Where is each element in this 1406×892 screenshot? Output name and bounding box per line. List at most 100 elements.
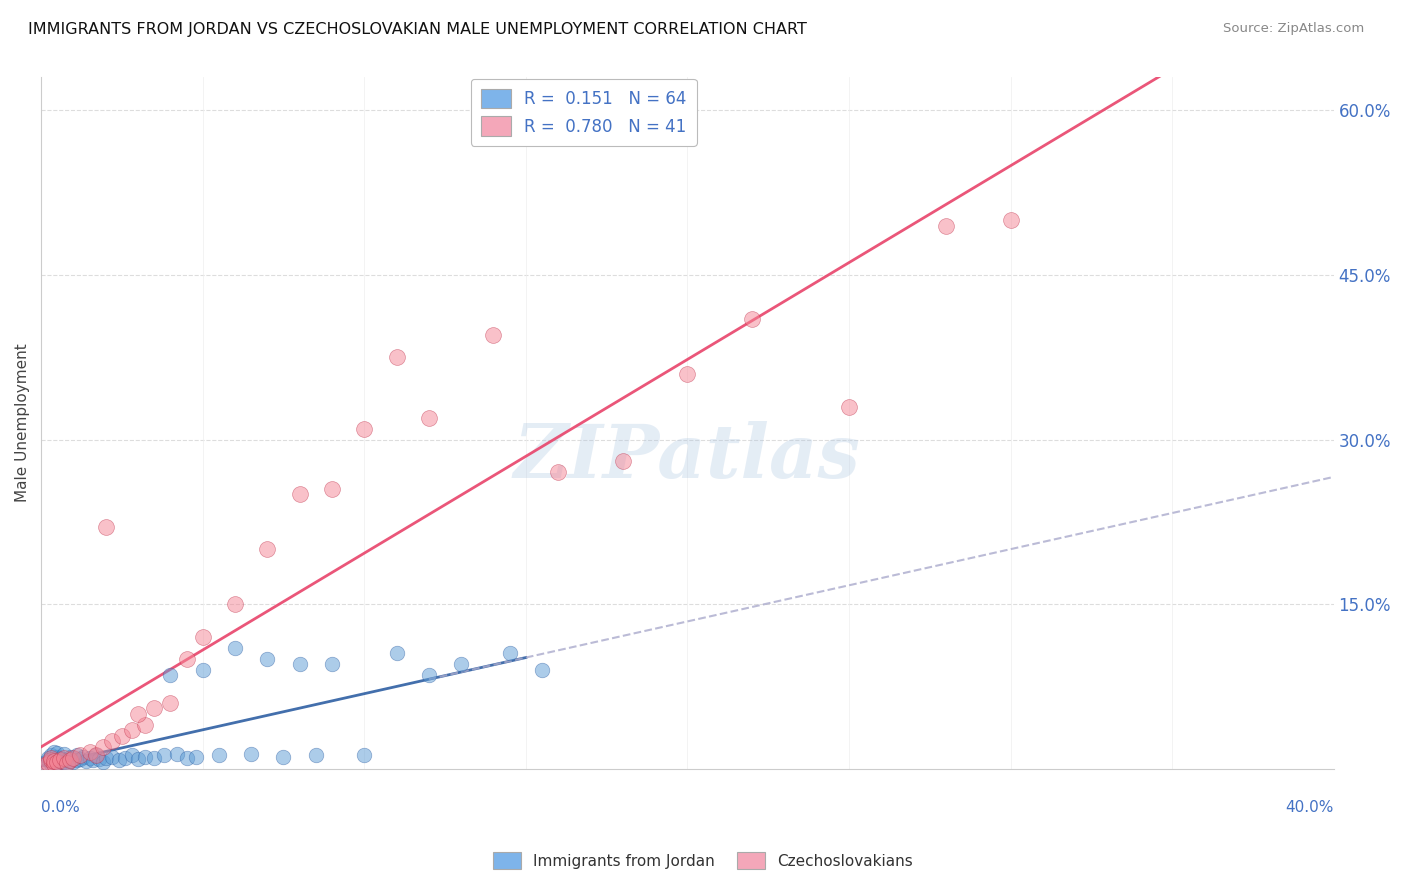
Point bbox=[418, 410, 440, 425]
Point bbox=[52, 750, 75, 764]
Point bbox=[127, 706, 149, 721]
Point bbox=[153, 748, 176, 763]
Point bbox=[191, 663, 214, 677]
Point bbox=[321, 482, 343, 496]
Point bbox=[418, 668, 440, 682]
Point bbox=[42, 757, 65, 772]
Point bbox=[72, 749, 94, 764]
Point bbox=[482, 328, 505, 343]
Text: IMMIGRANTS FROM JORDAN VS CZECHOSLOVAKIAN MALE UNEMPLOYMENT CORRELATION CHART: IMMIGRANTS FROM JORDAN VS CZECHOSLOVAKIA… bbox=[28, 22, 807, 37]
Point bbox=[353, 748, 375, 763]
Point bbox=[134, 749, 156, 764]
Point bbox=[46, 753, 69, 767]
Point bbox=[134, 718, 156, 732]
Point bbox=[94, 750, 117, 764]
Point bbox=[52, 755, 75, 769]
Point bbox=[676, 367, 699, 381]
Point bbox=[127, 752, 149, 766]
Point bbox=[121, 748, 143, 763]
Point bbox=[224, 597, 246, 611]
Point bbox=[305, 748, 328, 763]
Point bbox=[101, 734, 124, 748]
Point bbox=[121, 723, 143, 738]
Point bbox=[49, 754, 72, 768]
Point bbox=[143, 750, 166, 764]
Point bbox=[37, 753, 59, 767]
Point bbox=[385, 350, 408, 364]
Point bbox=[288, 487, 311, 501]
Point bbox=[37, 756, 59, 771]
Point bbox=[52, 747, 75, 762]
Point bbox=[208, 748, 231, 763]
Point bbox=[75, 754, 97, 768]
Point bbox=[66, 753, 89, 767]
Text: ZIPatlas: ZIPatlas bbox=[515, 421, 860, 494]
Point bbox=[224, 640, 246, 655]
Point bbox=[838, 400, 860, 414]
Point bbox=[101, 749, 124, 764]
Point bbox=[39, 748, 62, 763]
Point bbox=[39, 750, 62, 764]
Point bbox=[59, 753, 82, 767]
Point bbox=[159, 696, 181, 710]
Point bbox=[39, 754, 62, 768]
Point bbox=[34, 758, 56, 772]
Point bbox=[91, 755, 114, 769]
Point bbox=[39, 757, 62, 772]
Point bbox=[176, 750, 198, 764]
Point bbox=[321, 657, 343, 672]
Point bbox=[49, 757, 72, 772]
Point bbox=[114, 750, 136, 764]
Point bbox=[56, 756, 79, 771]
Point bbox=[69, 752, 91, 766]
Point bbox=[46, 749, 69, 764]
Point bbox=[547, 466, 569, 480]
Point bbox=[530, 663, 553, 677]
Point bbox=[79, 750, 101, 764]
Legend: Immigrants from Jordan, Czechoslovakians: Immigrants from Jordan, Czechoslovakians bbox=[486, 846, 920, 875]
Point bbox=[79, 745, 101, 759]
Point bbox=[111, 729, 134, 743]
Point bbox=[191, 630, 214, 644]
Point bbox=[89, 752, 111, 766]
Point bbox=[62, 755, 84, 769]
Point bbox=[42, 754, 65, 768]
Point bbox=[42, 758, 65, 772]
Point bbox=[385, 647, 408, 661]
Point bbox=[59, 749, 82, 764]
Text: 40.0%: 40.0% bbox=[1285, 800, 1334, 814]
Point bbox=[935, 219, 957, 233]
Point bbox=[107, 753, 129, 767]
Point bbox=[42, 752, 65, 766]
Point bbox=[273, 749, 295, 764]
Point bbox=[62, 750, 84, 764]
Point bbox=[69, 748, 91, 763]
Point bbox=[94, 520, 117, 534]
Point bbox=[353, 421, 375, 435]
Point bbox=[159, 668, 181, 682]
Point bbox=[1000, 213, 1022, 227]
Point bbox=[49, 753, 72, 767]
Point bbox=[46, 755, 69, 769]
Point bbox=[84, 748, 107, 763]
Legend: R =  0.151   N = 64, R =  0.780   N = 41: R = 0.151 N = 64, R = 0.780 N = 41 bbox=[471, 78, 697, 145]
Text: 0.0%: 0.0% bbox=[41, 800, 80, 814]
Point bbox=[46, 756, 69, 771]
Point bbox=[49, 750, 72, 764]
Point bbox=[84, 748, 107, 763]
Point bbox=[56, 753, 79, 767]
Point bbox=[143, 701, 166, 715]
Point bbox=[176, 652, 198, 666]
Point bbox=[256, 652, 278, 666]
Point bbox=[37, 750, 59, 764]
Point bbox=[56, 756, 79, 771]
Point bbox=[288, 657, 311, 672]
Point bbox=[34, 756, 56, 771]
Point bbox=[42, 745, 65, 759]
Point bbox=[741, 311, 763, 326]
Point bbox=[59, 754, 82, 768]
Point bbox=[450, 657, 472, 672]
Point bbox=[91, 739, 114, 754]
Y-axis label: Male Unemployment: Male Unemployment bbox=[15, 343, 30, 502]
Point bbox=[612, 454, 634, 468]
